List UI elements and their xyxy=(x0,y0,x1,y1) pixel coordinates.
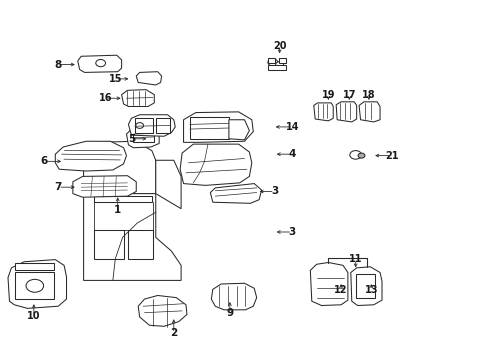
Polygon shape xyxy=(210,184,261,203)
Polygon shape xyxy=(310,262,347,306)
Bar xyxy=(267,58,275,63)
Bar xyxy=(128,230,153,259)
Polygon shape xyxy=(136,72,161,85)
Polygon shape xyxy=(78,55,122,72)
Circle shape xyxy=(267,59,277,66)
Polygon shape xyxy=(350,267,381,306)
Polygon shape xyxy=(313,103,332,121)
Text: 13: 13 xyxy=(364,285,377,296)
Polygon shape xyxy=(128,115,175,136)
Bar xyxy=(15,272,54,299)
Text: 11: 11 xyxy=(348,254,362,264)
Text: 6: 6 xyxy=(40,156,47,166)
Text: 7: 7 xyxy=(55,182,62,192)
Text: 21: 21 xyxy=(384,150,398,161)
Polygon shape xyxy=(83,194,181,280)
Text: 5: 5 xyxy=(127,134,135,144)
Bar xyxy=(94,196,152,202)
Bar xyxy=(189,117,228,139)
Bar xyxy=(133,132,154,142)
Polygon shape xyxy=(183,112,253,142)
Circle shape xyxy=(275,62,283,67)
Polygon shape xyxy=(55,141,126,171)
Text: 8: 8 xyxy=(55,59,61,69)
Polygon shape xyxy=(156,160,181,209)
Circle shape xyxy=(357,153,364,158)
Circle shape xyxy=(136,123,143,129)
Polygon shape xyxy=(358,102,379,122)
Circle shape xyxy=(26,279,43,292)
Polygon shape xyxy=(73,176,136,197)
Text: 4: 4 xyxy=(288,149,295,159)
Circle shape xyxy=(96,59,105,67)
Bar xyxy=(156,118,170,133)
Bar xyxy=(355,274,374,298)
Text: 12: 12 xyxy=(334,285,347,296)
Bar xyxy=(267,65,286,69)
Circle shape xyxy=(349,150,361,159)
Text: 1: 1 xyxy=(114,206,121,216)
Text: 17: 17 xyxy=(342,90,355,100)
Bar xyxy=(15,263,54,270)
Text: 20: 20 xyxy=(272,41,286,50)
Polygon shape xyxy=(211,283,256,310)
Polygon shape xyxy=(8,260,66,309)
Bar xyxy=(278,58,285,63)
Text: 15: 15 xyxy=(108,74,122,84)
Text: 2: 2 xyxy=(170,328,177,338)
Text: 3: 3 xyxy=(270,186,278,197)
Polygon shape xyxy=(122,90,154,107)
Bar xyxy=(135,118,153,133)
Text: 19: 19 xyxy=(321,90,334,100)
Text: 14: 14 xyxy=(285,122,299,132)
Text: 9: 9 xyxy=(226,309,233,318)
Text: 3: 3 xyxy=(288,227,295,237)
Polygon shape xyxy=(335,102,356,122)
Polygon shape xyxy=(83,141,156,194)
Polygon shape xyxy=(180,144,251,185)
Text: 16: 16 xyxy=(99,93,112,103)
Bar xyxy=(94,230,123,259)
Polygon shape xyxy=(138,296,186,326)
Text: 18: 18 xyxy=(361,90,375,100)
Polygon shape xyxy=(228,120,249,140)
Polygon shape xyxy=(126,128,159,148)
Text: 10: 10 xyxy=(27,311,41,321)
